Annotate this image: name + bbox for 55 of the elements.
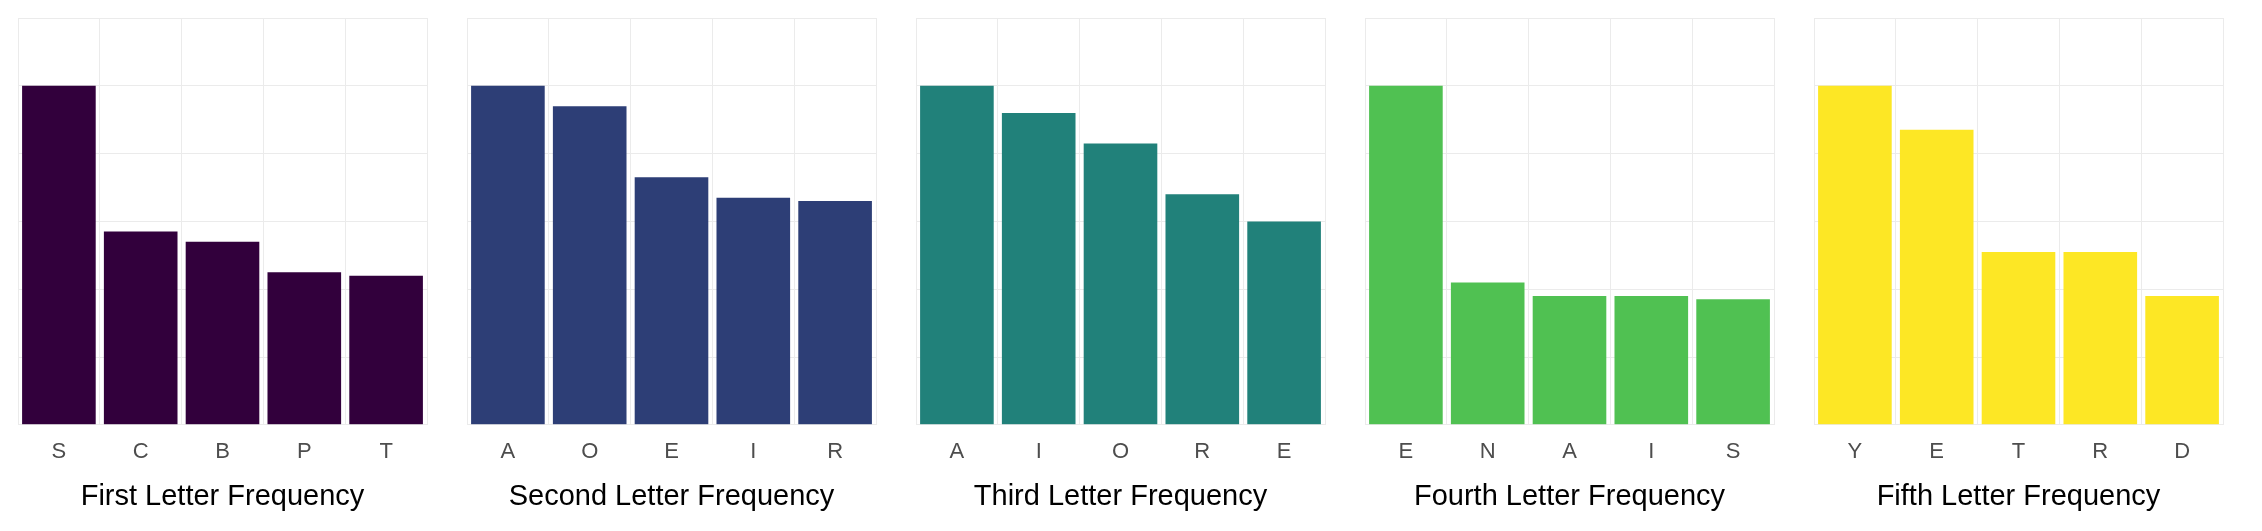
bar [1818, 85, 1892, 425]
x-tick-label: R [827, 438, 844, 464]
x-tick-label: I [1035, 438, 1042, 464]
x-tick-label: P [296, 438, 312, 464]
x-tick-label: R [1194, 438, 1211, 464]
bar [1369, 85, 1443, 425]
x-tick-label: S [51, 438, 67, 464]
x-tick-label: D [2174, 438, 2191, 464]
bar [1450, 282, 1525, 425]
x-tick-label: O [1111, 438, 1130, 464]
bar [1165, 194, 1240, 425]
bar [349, 275, 423, 425]
x-tick-label: S [1725, 438, 1741, 464]
x-tick-label: A [500, 438, 516, 464]
bar [103, 231, 178, 425]
bar [1614, 295, 1689, 425]
x-tick-label: N [1479, 438, 1496, 464]
bar [552, 106, 627, 425]
x-tick-label: E [664, 438, 679, 464]
x-tick-label: Y [1847, 438, 1863, 464]
x-tick-label: I [1648, 438, 1655, 464]
x-tick-label: T [2011, 438, 2026, 464]
bar [1001, 112, 1076, 425]
bar [1981, 251, 2056, 425]
bar [716, 197, 791, 425]
x-tick-label: E [1276, 438, 1292, 464]
bar [2063, 251, 2138, 425]
x-axis-title: Fifth Letter Frequency [1876, 478, 2161, 511]
bar [267, 272, 342, 425]
bar [22, 85, 96, 425]
bar [1532, 295, 1607, 425]
x-axis-title: Second Letter Frequency [508, 478, 835, 511]
bar [1899, 129, 1974, 425]
x-tick-label: T [379, 438, 393, 464]
bar [471, 85, 545, 425]
x-axis-title: First Letter Frequency [80, 478, 365, 511]
x-tick-label: C [132, 438, 149, 464]
x-tick-label: B [215, 438, 230, 464]
x-tick-label: R [2092, 438, 2109, 464]
x-tick-label: A [1562, 438, 1578, 464]
x-tick-label: O [581, 438, 599, 464]
bar [1696, 299, 1770, 425]
bar [185, 241, 260, 425]
x-tick-label: E [1398, 438, 1414, 464]
bar [1083, 143, 1158, 425]
x-tick-label: I [750, 438, 757, 464]
bar [1247, 221, 1321, 425]
x-axis-title: Fourth Letter Frequency [1413, 478, 1726, 511]
bar [798, 201, 872, 425]
bar [920, 85, 994, 425]
x-axis-title: Third Letter Frequency [973, 478, 1268, 511]
x-tick-label: A [949, 438, 965, 464]
x-tick-label: E [1929, 438, 1945, 464]
bar [634, 177, 709, 425]
bar [2145, 295, 2219, 425]
